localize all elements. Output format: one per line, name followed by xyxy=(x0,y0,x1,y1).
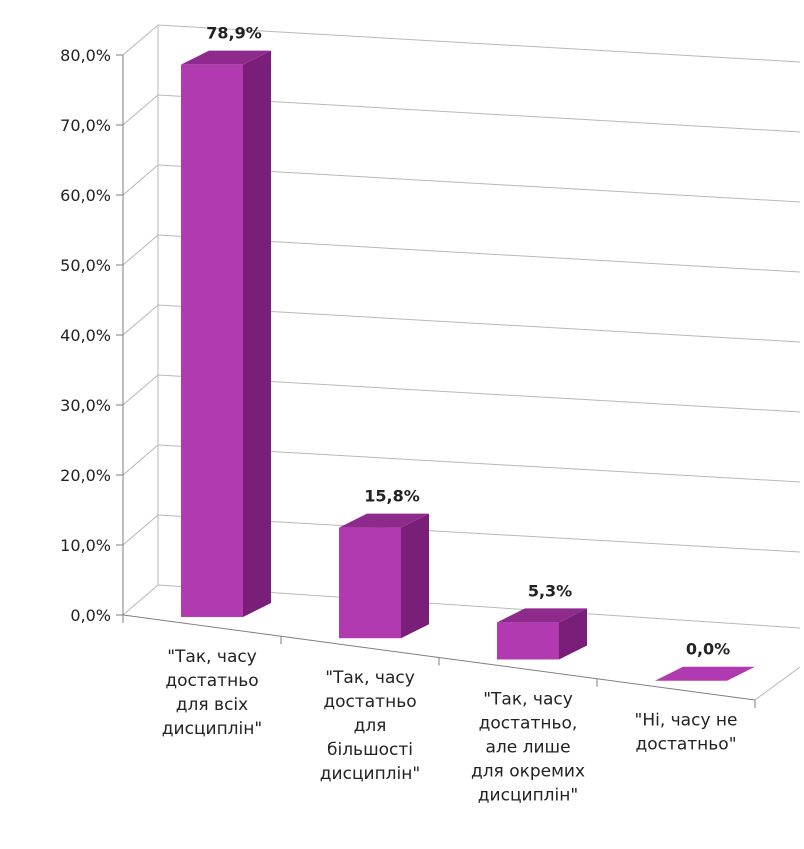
category-label-line: для xyxy=(354,716,387,736)
category-label-line: більшості xyxy=(327,740,413,760)
data-label: 5,3% xyxy=(528,581,572,600)
bar xyxy=(181,50,271,617)
bar xyxy=(655,666,755,681)
axes xyxy=(116,25,801,708)
bar-side xyxy=(559,608,587,660)
bar-front xyxy=(497,622,559,660)
gridline-depth xyxy=(122,584,159,616)
bar-front xyxy=(181,64,243,617)
y-tick-label: 60,0% xyxy=(60,186,111,205)
category-label-line: але лише xyxy=(485,737,570,757)
data-label: 78,9% xyxy=(206,24,262,43)
y-axis-tick-labels: 0,0% 10,0% 20,0% 30,0% 40,0% 50,0% 60,0% 70,0% 8… xyxy=(60,46,111,625)
category-label: "Ні, часу не достатньо" xyxy=(635,711,738,755)
category-label-line: "Ні, часу не xyxy=(635,711,738,731)
bar-top xyxy=(339,513,429,528)
gridline xyxy=(157,24,801,63)
bars xyxy=(181,50,755,681)
category-label-line: достатньо" xyxy=(635,735,736,755)
category-labels: "Так, часу достатньо для всіх дисциплін""Та… xyxy=(162,647,738,806)
bar-top xyxy=(181,50,271,65)
data-labels: 78,9% 15,8% 5,3% 0,0% xyxy=(206,24,730,659)
bar xyxy=(497,608,587,660)
gridline-depth xyxy=(122,374,159,406)
gridline-depth xyxy=(122,444,159,476)
gridline-depth xyxy=(122,304,159,336)
y-tick-label: 0,0% xyxy=(70,606,111,625)
bar-top xyxy=(497,608,587,623)
y-tick-label: 30,0% xyxy=(60,396,111,415)
bar-side xyxy=(243,50,271,617)
category-label-line: дисциплін" xyxy=(478,785,578,805)
category-label: "Так, часу достатньо, але лише для окремих д… xyxy=(471,689,585,805)
category-label: "Так, часу достатньо для більшості дисциплін… xyxy=(320,668,420,784)
category-label-line: дисциплін" xyxy=(162,719,262,739)
category-label-line: "Так, часу xyxy=(483,689,573,709)
category-label-line: достатньо xyxy=(165,671,258,691)
category-label-line: "Так, часу xyxy=(167,647,257,667)
y-tick-label: 70,0% xyxy=(60,116,111,135)
bar-side xyxy=(401,513,429,639)
bar xyxy=(339,513,429,639)
y-tick-label: 20,0% xyxy=(60,466,111,485)
category-label-line: для окремих xyxy=(471,761,585,781)
bar-front xyxy=(339,527,401,639)
data-label: 15,8% xyxy=(364,487,420,506)
gridline-depth xyxy=(122,164,159,196)
y-tick-label: 80,0% xyxy=(60,46,111,65)
gridline-depth xyxy=(122,24,159,56)
category-label-line: достатньо, xyxy=(479,713,578,733)
category-label: "Так, часу достатньо для всіх дисциплін" xyxy=(162,647,262,739)
category-label-line: "Так, часу xyxy=(325,668,415,688)
y-tick-label: 40,0% xyxy=(60,326,111,345)
gridline-depth xyxy=(122,234,159,266)
y-tick-label: 50,0% xyxy=(60,256,111,275)
category-label-line: для всіх xyxy=(176,695,248,715)
floor-right-edge xyxy=(754,666,801,701)
category-label-line: дисциплін" xyxy=(320,764,420,784)
y-tick-label: 10,0% xyxy=(60,536,111,555)
bar-flat xyxy=(655,666,755,681)
data-label: 0,0% xyxy=(686,640,730,659)
category-label-line: достатньо xyxy=(323,692,416,712)
gridline-depth xyxy=(122,514,159,546)
gridline-depth xyxy=(122,94,159,126)
